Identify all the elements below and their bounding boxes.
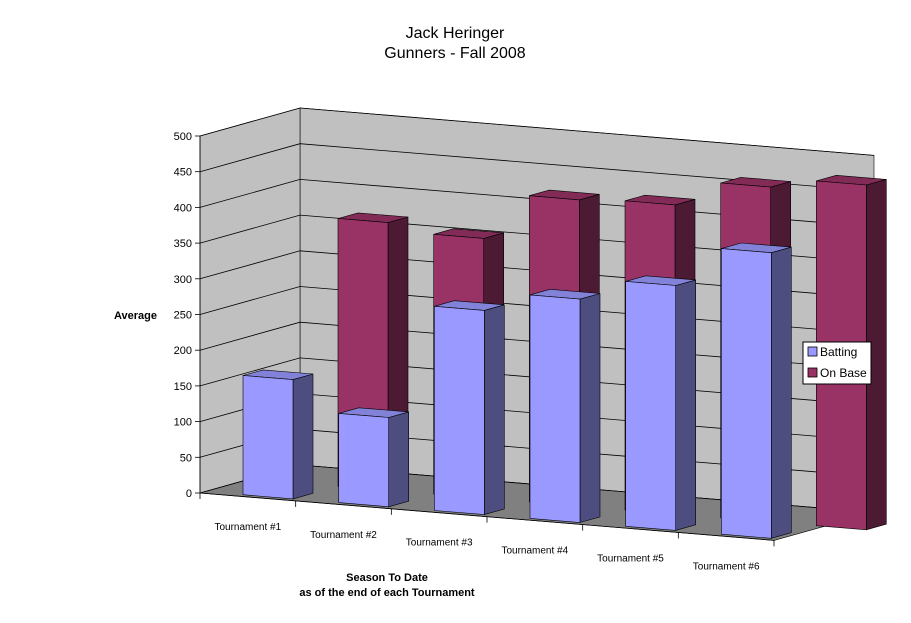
y-axis-label: Average: [114, 310, 157, 322]
x-tick-label: Tournament #4: [501, 546, 568, 557]
y-tick-label: 450: [174, 167, 192, 179]
legend: Batting On Base: [802, 341, 872, 385]
y-tick-label: 500: [174, 131, 192, 143]
y-tick-label: 0: [186, 488, 192, 500]
bar-side: [388, 411, 410, 508]
bar-front: [625, 281, 677, 531]
bar-batting: [625, 275, 697, 531]
bar-batting: [529, 288, 601, 523]
x-axis-label: Season To Date: [346, 572, 428, 584]
y-tick-label: 400: [174, 202, 192, 214]
bar-side: [770, 246, 792, 539]
y-tick-label: 200: [174, 345, 192, 357]
y-tick-label: 100: [174, 417, 192, 429]
gridline: [199, 143, 875, 192]
bar-front: [242, 375, 294, 500]
chart-title: Jack Heringer: [406, 25, 505, 42]
bar-front: [433, 305, 485, 515]
gridline: [199, 107, 875, 156]
bar-batting: [242, 369, 314, 500]
x-axis-label-line2: as of the end of each Tournament: [299, 587, 475, 599]
bar-batting: [338, 407, 410, 508]
legend-label-batting: Batting: [820, 345, 857, 359]
x-tick-label: Tournament #5: [597, 554, 664, 565]
bar-front: [529, 294, 581, 523]
bar-batting: [720, 242, 792, 539]
chart-subtitle: Gunners - Fall 2008: [384, 45, 526, 62]
y-tick-label: 350: [174, 238, 192, 250]
y-tick-label: 50: [180, 452, 192, 464]
x-tick-label: Tournament #2: [310, 530, 377, 541]
y-tick-label: 300: [174, 274, 192, 286]
y-tick-label: 150: [174, 381, 192, 393]
legend-swatch-batting: [807, 346, 818, 357]
bar-batting: [433, 300, 505, 515]
x-tick-label: Tournament #6: [693, 561, 760, 572]
x-tick-label: Tournament #3: [406, 538, 473, 549]
plot-area: 0 50 100 150 200 250 300 350 400 450 500 Tournament…: [174, 107, 887, 572]
x-tick-label: Tournament #1: [214, 522, 281, 533]
y-tick-label: 250: [174, 310, 192, 322]
bar-side: [483, 304, 505, 515]
bar-side: [292, 373, 314, 500]
bar-side: [579, 293, 601, 523]
bar-side: [675, 279, 697, 531]
legend-label-on-base: On Base: [820, 366, 867, 380]
legend-swatch-on-base: [807, 367, 818, 378]
bar-front: [720, 248, 772, 539]
bar-front: [338, 413, 390, 508]
